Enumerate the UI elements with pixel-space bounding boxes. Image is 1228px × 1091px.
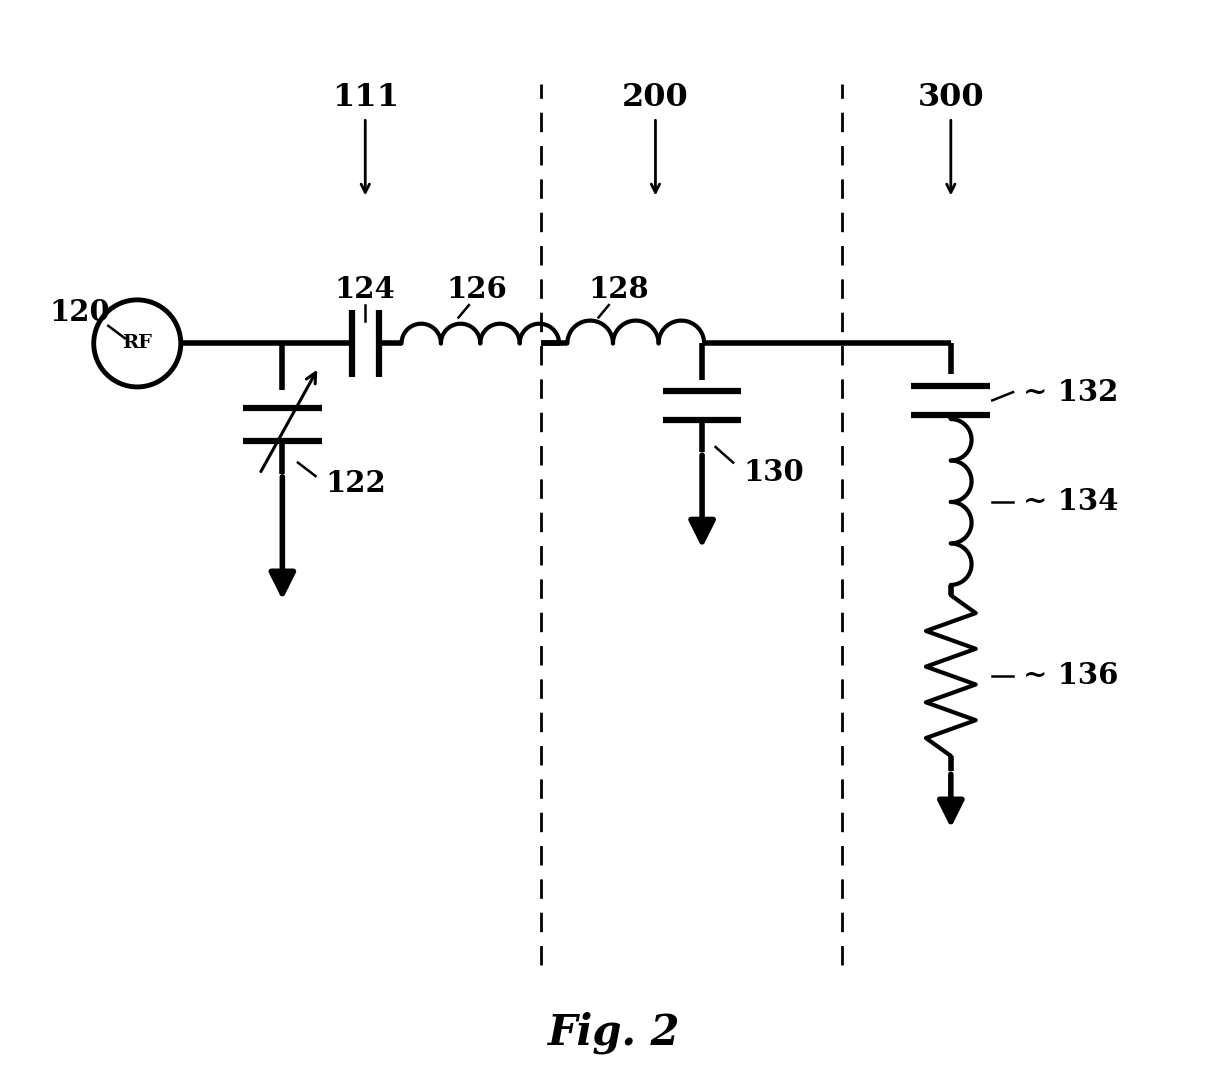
Text: 124: 124 bbox=[335, 275, 395, 304]
Text: 128: 128 bbox=[588, 275, 650, 304]
Text: 122: 122 bbox=[325, 469, 387, 497]
Text: 111: 111 bbox=[332, 82, 399, 113]
Text: RF: RF bbox=[123, 335, 152, 352]
Text: Fig. 2: Fig. 2 bbox=[548, 1011, 680, 1054]
Text: ~ 132: ~ 132 bbox=[1023, 377, 1119, 407]
Text: ~ 136: ~ 136 bbox=[1023, 661, 1119, 691]
Text: 130: 130 bbox=[743, 458, 804, 488]
Text: 200: 200 bbox=[623, 82, 689, 113]
Text: 120: 120 bbox=[50, 298, 111, 327]
Text: 300: 300 bbox=[917, 82, 984, 113]
Text: ~ 134: ~ 134 bbox=[1023, 488, 1119, 516]
Text: 126: 126 bbox=[447, 275, 507, 304]
